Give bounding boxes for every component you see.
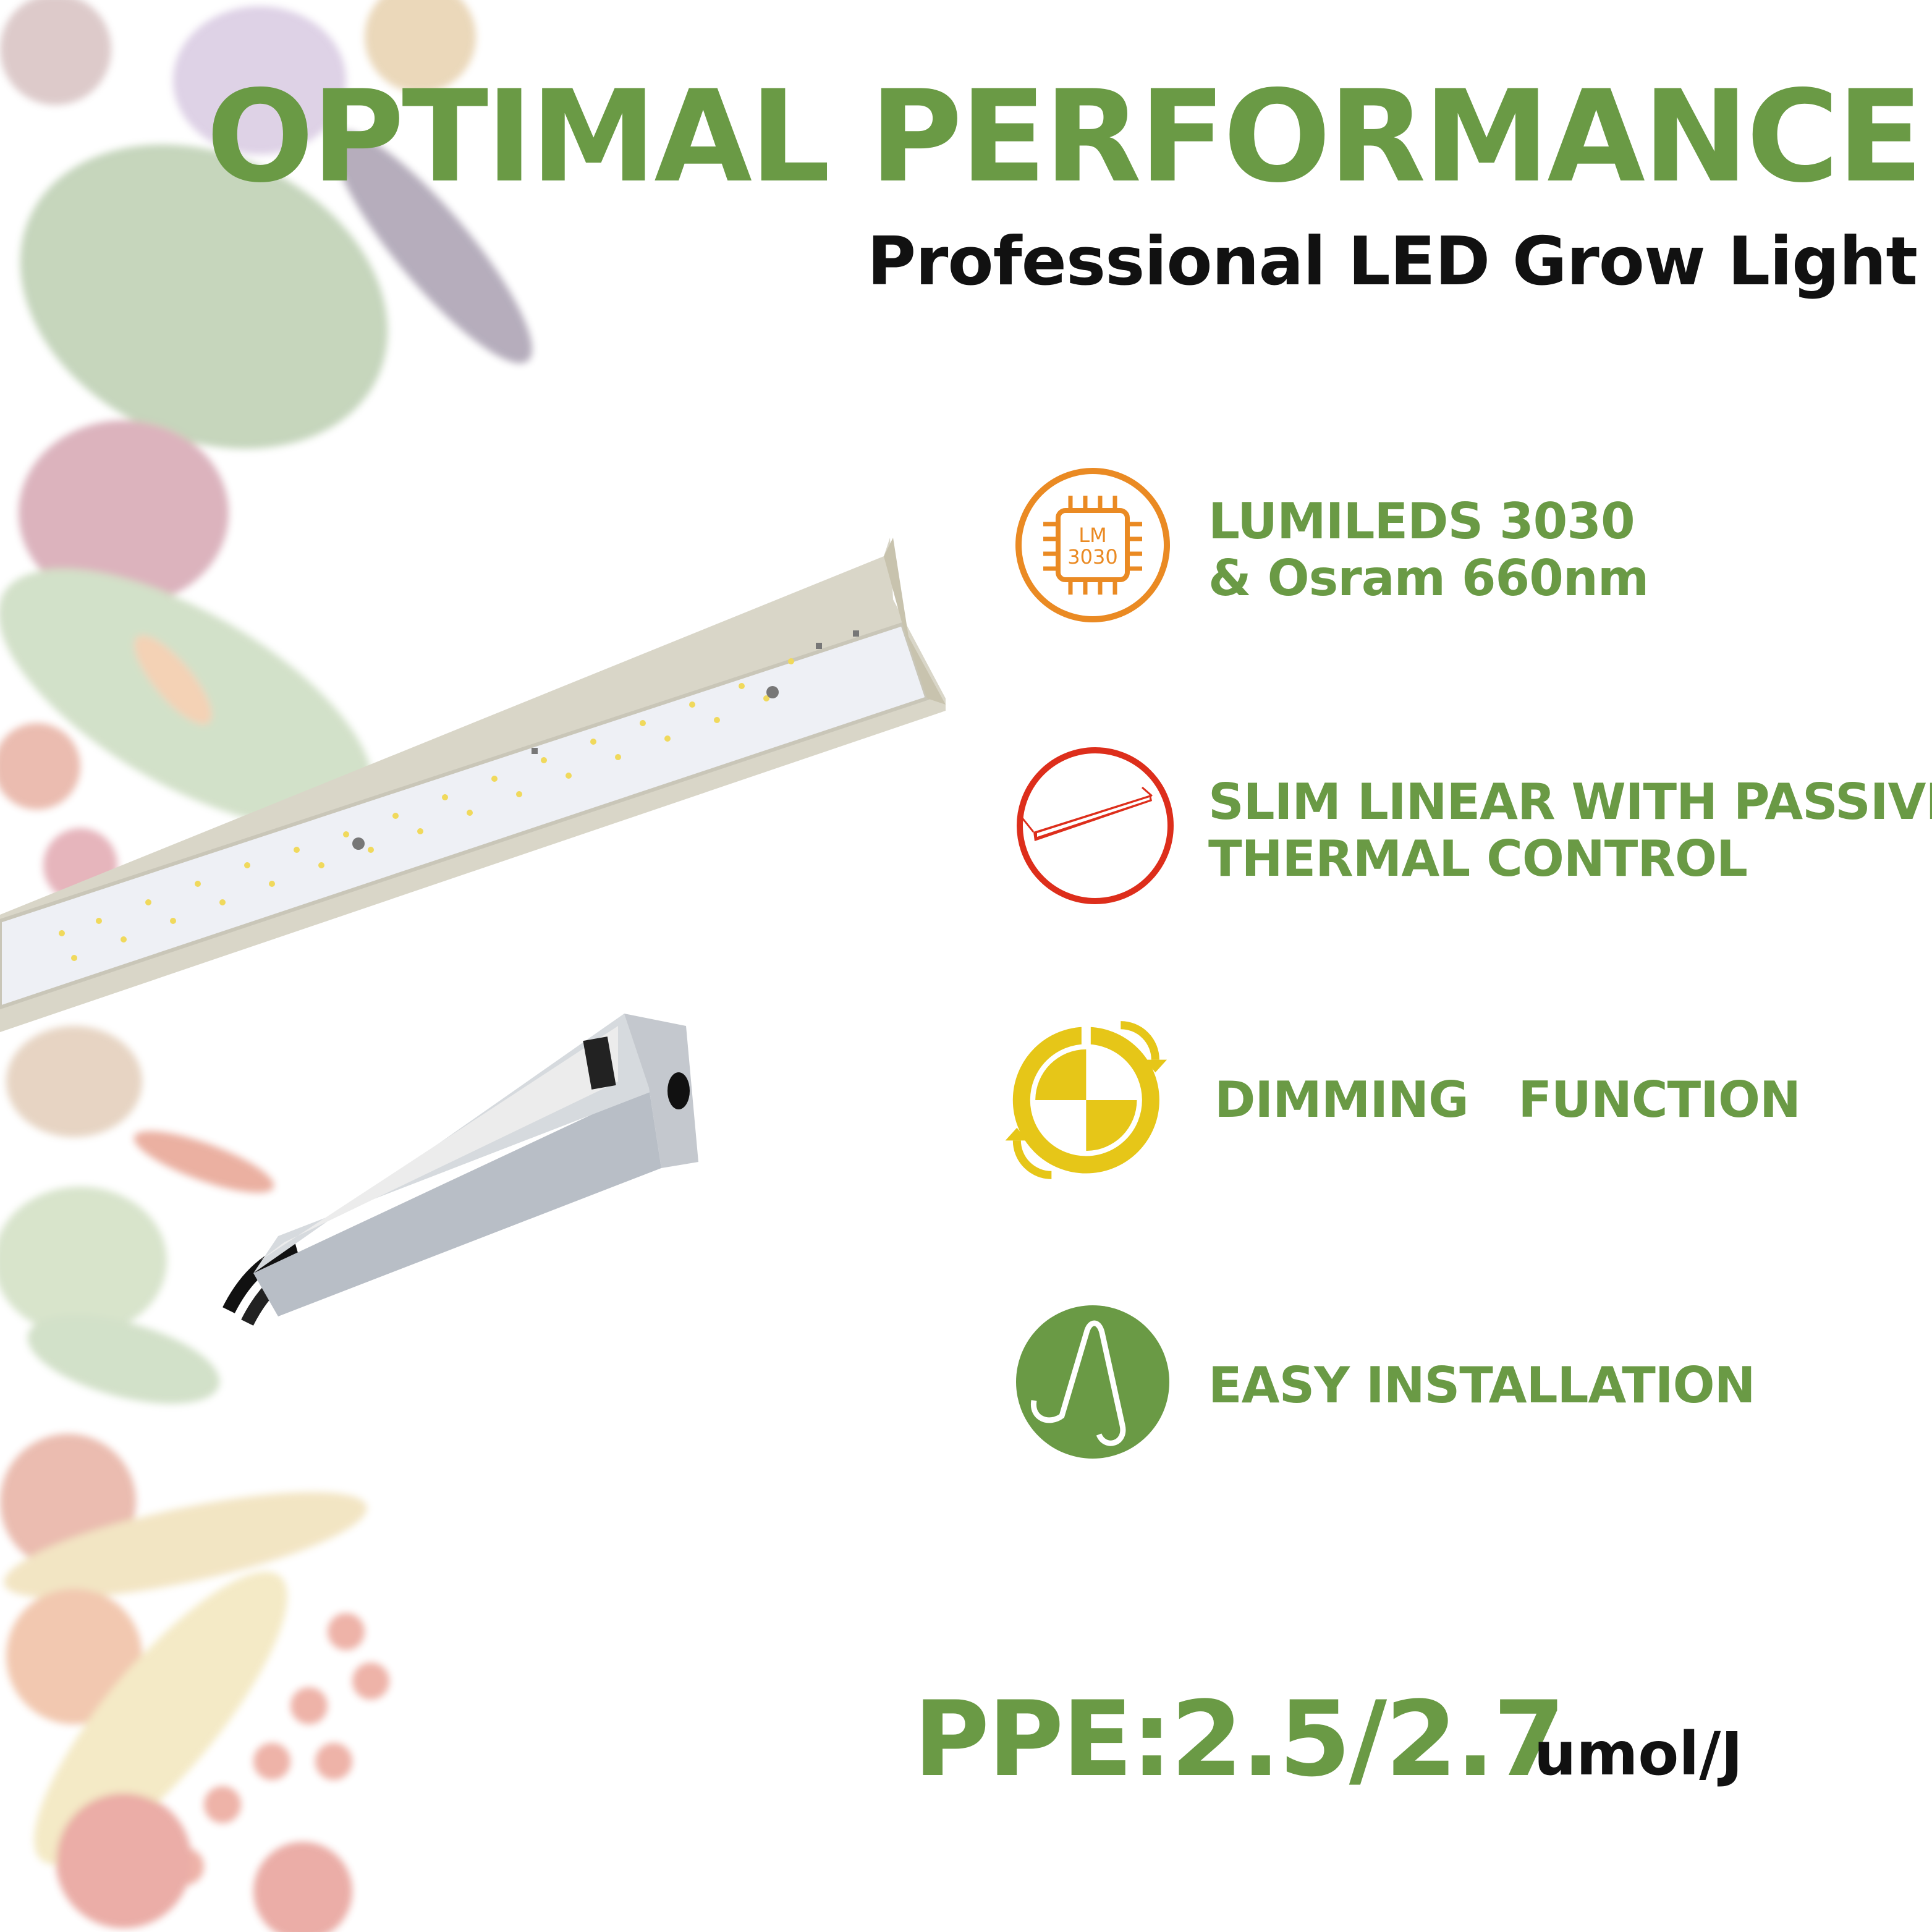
feature-line: SLIM LINEAR WITH PASSIVE	[1208, 773, 1932, 831]
page-subtitle: Professional LED Grow Light	[867, 223, 1918, 300]
ppe-unit: umol/J	[1534, 1719, 1743, 1789]
vegetable-background	[0, 0, 532, 1932]
feature-dimming: DIMMING FUNCTION	[1214, 1071, 1801, 1129]
led-bar-product-image	[0, 538, 946, 1032]
chip-label-lm: LM	[1078, 523, 1106, 547]
led-driver-product-image	[222, 1014, 698, 1326]
ppe-value: PPE:2.5/2.7	[913, 1679, 1566, 1800]
feature-line: LUMILEDS 3030	[1208, 493, 1635, 550]
feature-led-chips: LUMILEDS 3030 & Osram 660nm	[1208, 493, 1649, 607]
led-chip-icon: LM 3030	[1015, 468, 1170, 622]
hanging-hook-icon	[1016, 1305, 1169, 1459]
chip-label-3030: 3030	[1067, 545, 1117, 569]
feature-line: DIMMING FUNCTION	[1214, 1071, 1801, 1129]
feature-line: EASY INSTALLATION	[1208, 1357, 1756, 1414]
feature-line: & Osram 660nm	[1208, 549, 1649, 607]
linear-bar-icon	[1017, 747, 1174, 904]
feature-easy-installation: EASY INSTALLATION	[1208, 1357, 1756, 1414]
feature-slim-linear: SLIM LINEAR WITH PASSIVE THERMAL CONTROL	[1208, 774, 1932, 888]
dimming-icon	[1005, 1021, 1167, 1179]
feature-line: THERMAL CONTROL	[1208, 830, 1748, 888]
page-title: OPTIMAL PERFORMANCE	[206, 64, 1923, 211]
